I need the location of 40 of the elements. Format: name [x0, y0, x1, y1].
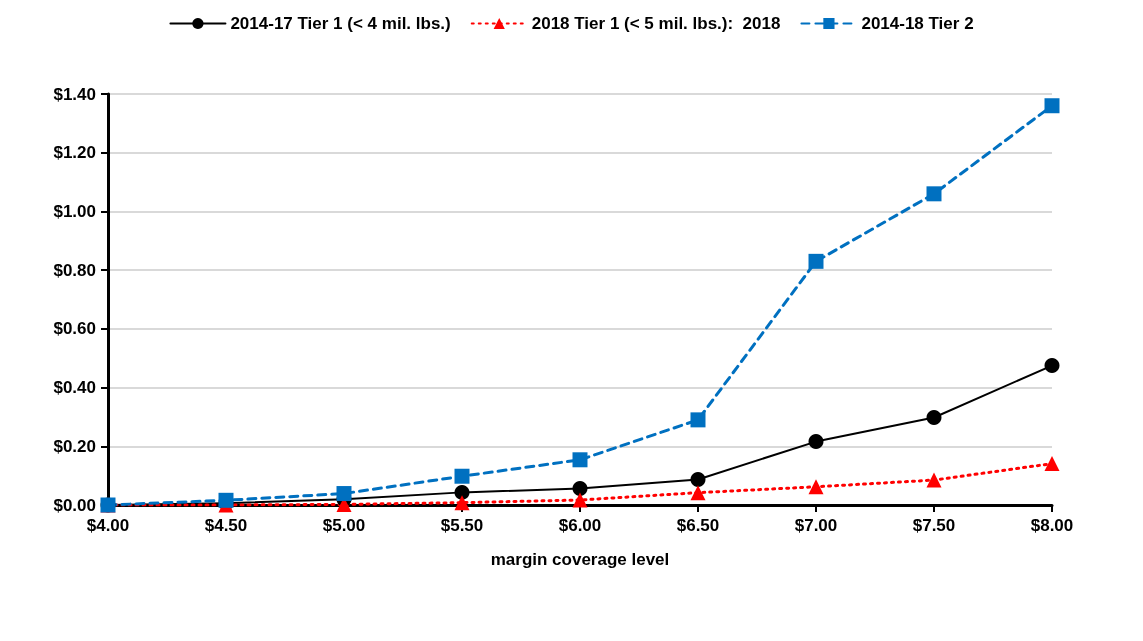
x-axis-title: margin coverage level [490, 550, 670, 569]
point [572, 492, 588, 508]
x-tick-label: $6.00 [558, 516, 602, 535]
point [454, 484, 470, 500]
point [926, 410, 942, 426]
x-tick-label: $7.00 [794, 516, 838, 535]
y-tick-label: $0.20 [53, 436, 96, 456]
y-tick-label: $0.40 [53, 378, 96, 398]
legend-label: 2014-18 Tier 2 [861, 14, 974, 33]
x-tick-label: $6.50 [676, 516, 720, 535]
y-tick-label: $1.20 [53, 143, 96, 163]
legend-label: 2018 Tier 1 (< 5 mil. lbs.): 2018 [531, 14, 781, 33]
point [454, 495, 470, 511]
y-tick-label: $0.60 [53, 319, 96, 339]
point [926, 472, 942, 488]
point [1044, 456, 1060, 472]
point [690, 412, 706, 428]
point [454, 468, 470, 484]
point [808, 253, 824, 269]
point [1044, 358, 1060, 374]
x-tick-label: $4.00 [86, 516, 130, 535]
y-tick-label: $0.80 [53, 260, 96, 280]
x-tick-label: $4.50 [204, 516, 248, 535]
x-tick-label: $5.00 [322, 516, 366, 535]
point [572, 481, 588, 497]
x-tick-label: $8.00 [1030, 516, 1074, 535]
point [808, 479, 824, 495]
y-tick-label: $0.00 [53, 495, 96, 515]
y-tick-label: $1.00 [53, 201, 96, 221]
point [690, 471, 706, 487]
x-tick-label: $7.50 [912, 516, 956, 535]
point [690, 485, 706, 501]
point [926, 186, 942, 202]
point [336, 486, 352, 502]
legend-label: 2014-17 Tier 1 (< 4 mil. lbs.) [230, 14, 451, 33]
x-tick-label: $5.50 [440, 516, 484, 535]
y-tick-label: $1.40 [53, 84, 96, 104]
point [808, 434, 824, 450]
point [1044, 98, 1060, 114]
point [572, 452, 588, 468]
